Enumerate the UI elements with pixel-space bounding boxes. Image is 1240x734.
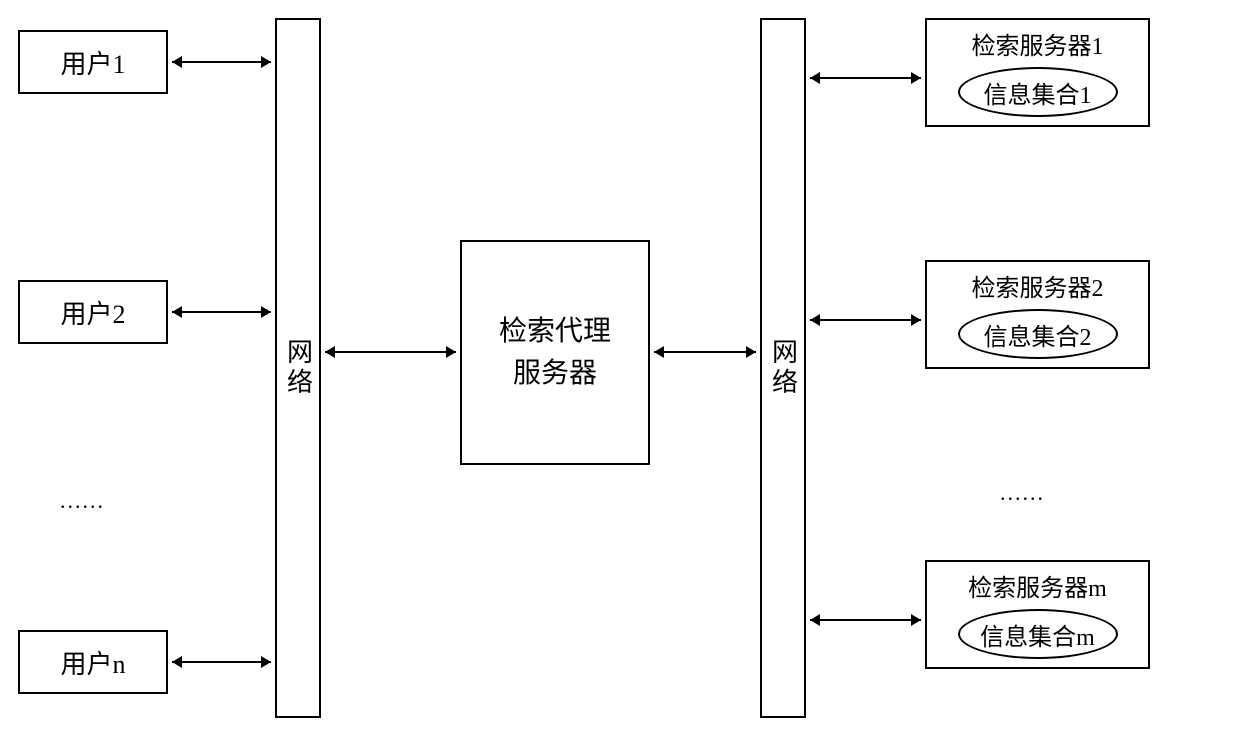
double-arrow-1	[160, 50, 283, 74]
retrieval-server-title: 检索服务器m	[968, 568, 1107, 603]
network-left-label: 网络	[280, 338, 317, 398]
network-right-label: 网络	[765, 338, 802, 398]
network-left: 网络	[275, 18, 321, 718]
info-collection-label: 信息集合2	[984, 317, 1092, 352]
double-arrow-8	[798, 608, 933, 632]
retrieval-server-title: 检索服务器1	[972, 26, 1104, 61]
user-ellipsis: ......	[60, 488, 105, 514]
user-label: 用户1	[60, 44, 125, 81]
retrieval-server-box-1: 检索服务器1 信息集合1	[925, 18, 1150, 127]
user-label: 用户2	[60, 294, 125, 331]
double-arrow-4	[313, 340, 468, 364]
proxy-line2: 服务器	[513, 353, 597, 395]
double-arrow-6	[798, 66, 933, 90]
server-ellipsis: ......	[1000, 480, 1045, 506]
info-collection-label: 信息集合1	[984, 75, 1092, 110]
proxy-server-box: 检索代理服务器	[460, 240, 650, 465]
retrieval-server-box-3: 检索服务器m 信息集合m	[925, 560, 1150, 669]
info-collection-label: 信息集合m	[980, 617, 1095, 652]
user-box-3: 用户n	[18, 630, 168, 694]
proxy-line1: 检索代理	[499, 311, 611, 353]
retrieval-server-box-2: 检索服务器2 信息集合2	[925, 260, 1150, 369]
user-label: 用户n	[60, 644, 125, 681]
double-arrow-7	[798, 308, 933, 332]
info-collection-ellipse: 信息集合1	[958, 67, 1118, 117]
info-collection-ellipse: 信息集合2	[958, 309, 1118, 359]
user-box-1: 用户1	[18, 30, 168, 94]
info-collection-ellipse: 信息集合m	[958, 609, 1118, 659]
user-box-2: 用户2	[18, 280, 168, 344]
retrieval-server-title: 检索服务器2	[972, 268, 1104, 303]
double-arrow-3	[160, 650, 283, 674]
double-arrow-2	[160, 300, 283, 324]
double-arrow-5	[642, 340, 768, 364]
